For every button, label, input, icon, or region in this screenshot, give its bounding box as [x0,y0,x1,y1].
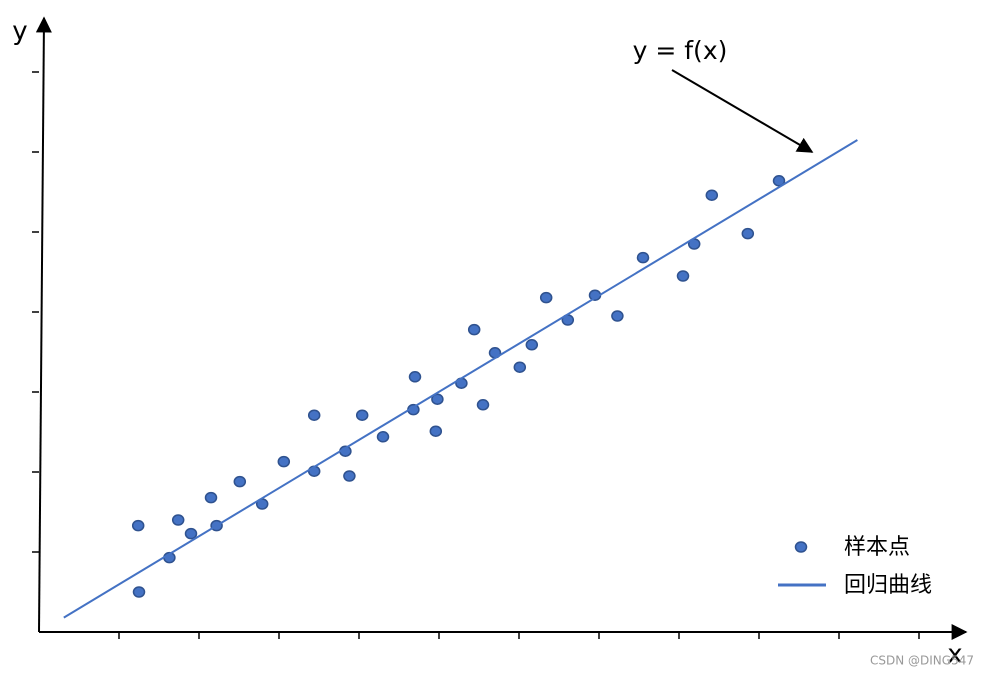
sample-point [636,251,650,264]
sample-point [676,270,690,282]
annotation: y = f(x) [633,36,728,65]
sample-point [233,475,247,488]
x-axis-label: x [947,640,962,670]
legend-marker [794,541,808,553]
sample-point [204,491,218,504]
sample-point [429,425,443,437]
sample-point [513,361,527,373]
sample-point [467,323,481,336]
y-axis-label: y [12,17,27,47]
annotation-arrow [671,69,814,153]
sample-point [171,514,185,526]
sample-point [131,519,145,532]
sample-point [132,586,146,598]
sample-point [476,399,490,411]
y-axis [35,16,52,633]
legend-label: 回归曲线 [844,573,932,598]
sample-point [772,175,786,187]
sample-point [431,393,444,405]
sample-point [184,527,198,540]
sample-point [355,409,369,421]
sample-point [408,371,422,383]
legend-label: 样本点 [844,535,910,560]
sample-point [539,291,553,304]
sample-point [343,470,356,482]
watermark: CSDN @DING547 [870,654,974,668]
sample-point [705,189,719,201]
sample-point [376,431,390,443]
sample-point [741,227,755,240]
regression-line [63,139,858,619]
sample-point [525,339,539,351]
sample-point [277,455,291,468]
sample-point [307,409,321,421]
sample-point [611,310,624,322]
